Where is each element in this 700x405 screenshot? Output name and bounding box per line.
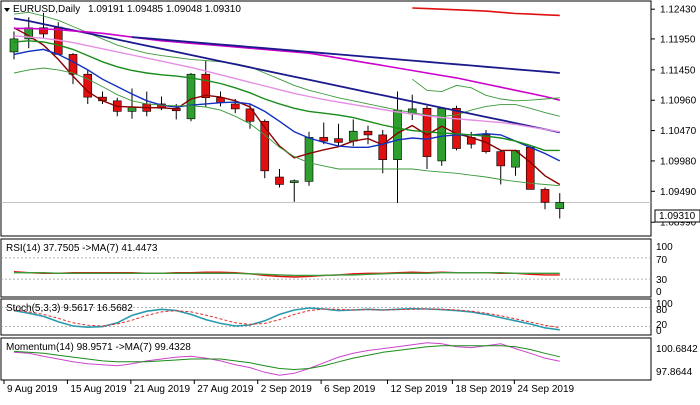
candle-body [496, 151, 506, 167]
price-tick-label: 1.12430 [660, 5, 697, 16]
moving-average-line [13, 11, 560, 117]
candle-body [68, 54, 78, 75]
moving-average-line [13, 67, 560, 187]
time-tick-label: 21 Aug 2019 [134, 384, 191, 395]
candle-body [319, 137, 329, 142]
candle-body [334, 138, 343, 143]
stoch-scale-20: 20 [656, 320, 668, 331]
price-tick-label: 1.08990 [660, 218, 697, 229]
stoch-plot [1, 306, 651, 331]
time-tick-label: 9 Aug 2019 [7, 384, 58, 395]
stoch-panel-frame [0, 298, 652, 336]
rsi-label: RSI(14) 37.7505 ->MA(7) 41.4473 [6, 243, 158, 254]
collapse-triangle-icon[interactable] [4, 8, 10, 12]
time-tick-label: 12 Sep 2019 [391, 384, 448, 395]
time-tick-label: 6 Sep 2019 [324, 384, 376, 395]
stoch-scale-0: 0 [656, 326, 662, 337]
candle-body [304, 137, 314, 182]
moving-average-line [13, 17, 560, 134]
price-tick-label: 1.10470 [660, 126, 697, 137]
candle-body [363, 130, 373, 136]
momentum-series-line [13, 345, 560, 371]
momentum-label: Momentum(14) 98.9571 ->MA(7) 99.4328 [6, 342, 191, 353]
overlay-line [131, 36, 560, 74]
rsi-scale-100: 100 [656, 242, 673, 253]
stoch-series-line [13, 308, 560, 329]
overlay-line [412, 78, 560, 102]
candle-body [378, 134, 388, 160]
price-axis: 1.12430 1.11950 1.11450 1.10960 1.10470 1.099… [651, 5, 697, 229]
rsi-panel-frame [0, 238, 652, 298]
current-price-badge [654, 209, 700, 223]
momentum-panel-frame [0, 337, 652, 381]
candle-body [245, 108, 255, 122]
time-axis: 9 Aug 2019 15 Aug 2019 21 Aug 2019 27 Aug 2… [3, 380, 575, 395]
rsi-plot [1, 257, 651, 280]
time-tick-label: 15 Aug 2019 [70, 384, 127, 395]
candle-body [452, 107, 461, 149]
momentum-scale-low: 97.8644 [656, 367, 693, 378]
stoch-label: Stoch(5,3,3) 9.5617 16.5682 [6, 303, 133, 314]
overlay-line [14, 27, 560, 101]
current-price-text: 1.09310 [659, 211, 696, 222]
candle-body [9, 38, 19, 53]
moving-average-line [13, 35, 560, 133]
candle-body [540, 189, 550, 203]
momentum-plot [13, 342, 560, 376]
candle-body [481, 134, 491, 152]
momentum-series-line [13, 342, 560, 376]
candle-body [201, 73, 211, 99]
candle-body [275, 176, 284, 185]
price-tick-label: 1.10960 [660, 96, 697, 107]
rsi-scale-70: 70 [656, 255, 668, 266]
price-tick-label: 1.11950 [660, 34, 696, 45]
candle-body [83, 73, 93, 98]
candle-body [260, 120, 270, 172]
stoch-scale-80: 80 [656, 305, 668, 316]
momentum-scale-high: 100.6842 [656, 344, 698, 355]
candle-body [186, 73, 196, 120]
rsi-series-line [14, 272, 560, 277]
time-tick-label: 18 Sep 2019 [455, 384, 512, 395]
price-tick-label: 1.11450 [660, 65, 696, 76]
price-plot [1, 7, 651, 219]
rsi-scale-0: 0 [656, 287, 662, 298]
time-tick-label: 24 Sep 2019 [517, 384, 574, 395]
moving-average-line [13, 40, 560, 152]
stoch-scale-100: 100 [656, 299, 673, 310]
candle-body [555, 202, 565, 209]
candle-body [348, 130, 358, 142]
ohlc-values: 1.09191 1.09485 1.09048 1.09310 [88, 4, 241, 15]
candle-body [230, 103, 240, 110]
rsi-scale-30: 30 [656, 275, 668, 286]
chart-title: EURUSD,Daily [13, 4, 80, 15]
overlay-line [412, 7, 560, 17]
time-tick-label: 2 Sep 2019 [261, 384, 313, 395]
time-tick-label: 27 Aug 2019 [197, 384, 254, 395]
price-tick-label: 1.09980 [660, 156, 697, 167]
candle-body [289, 180, 299, 183]
candle-body [39, 27, 48, 35]
price-tick-label: 1.09490 [660, 187, 697, 198]
